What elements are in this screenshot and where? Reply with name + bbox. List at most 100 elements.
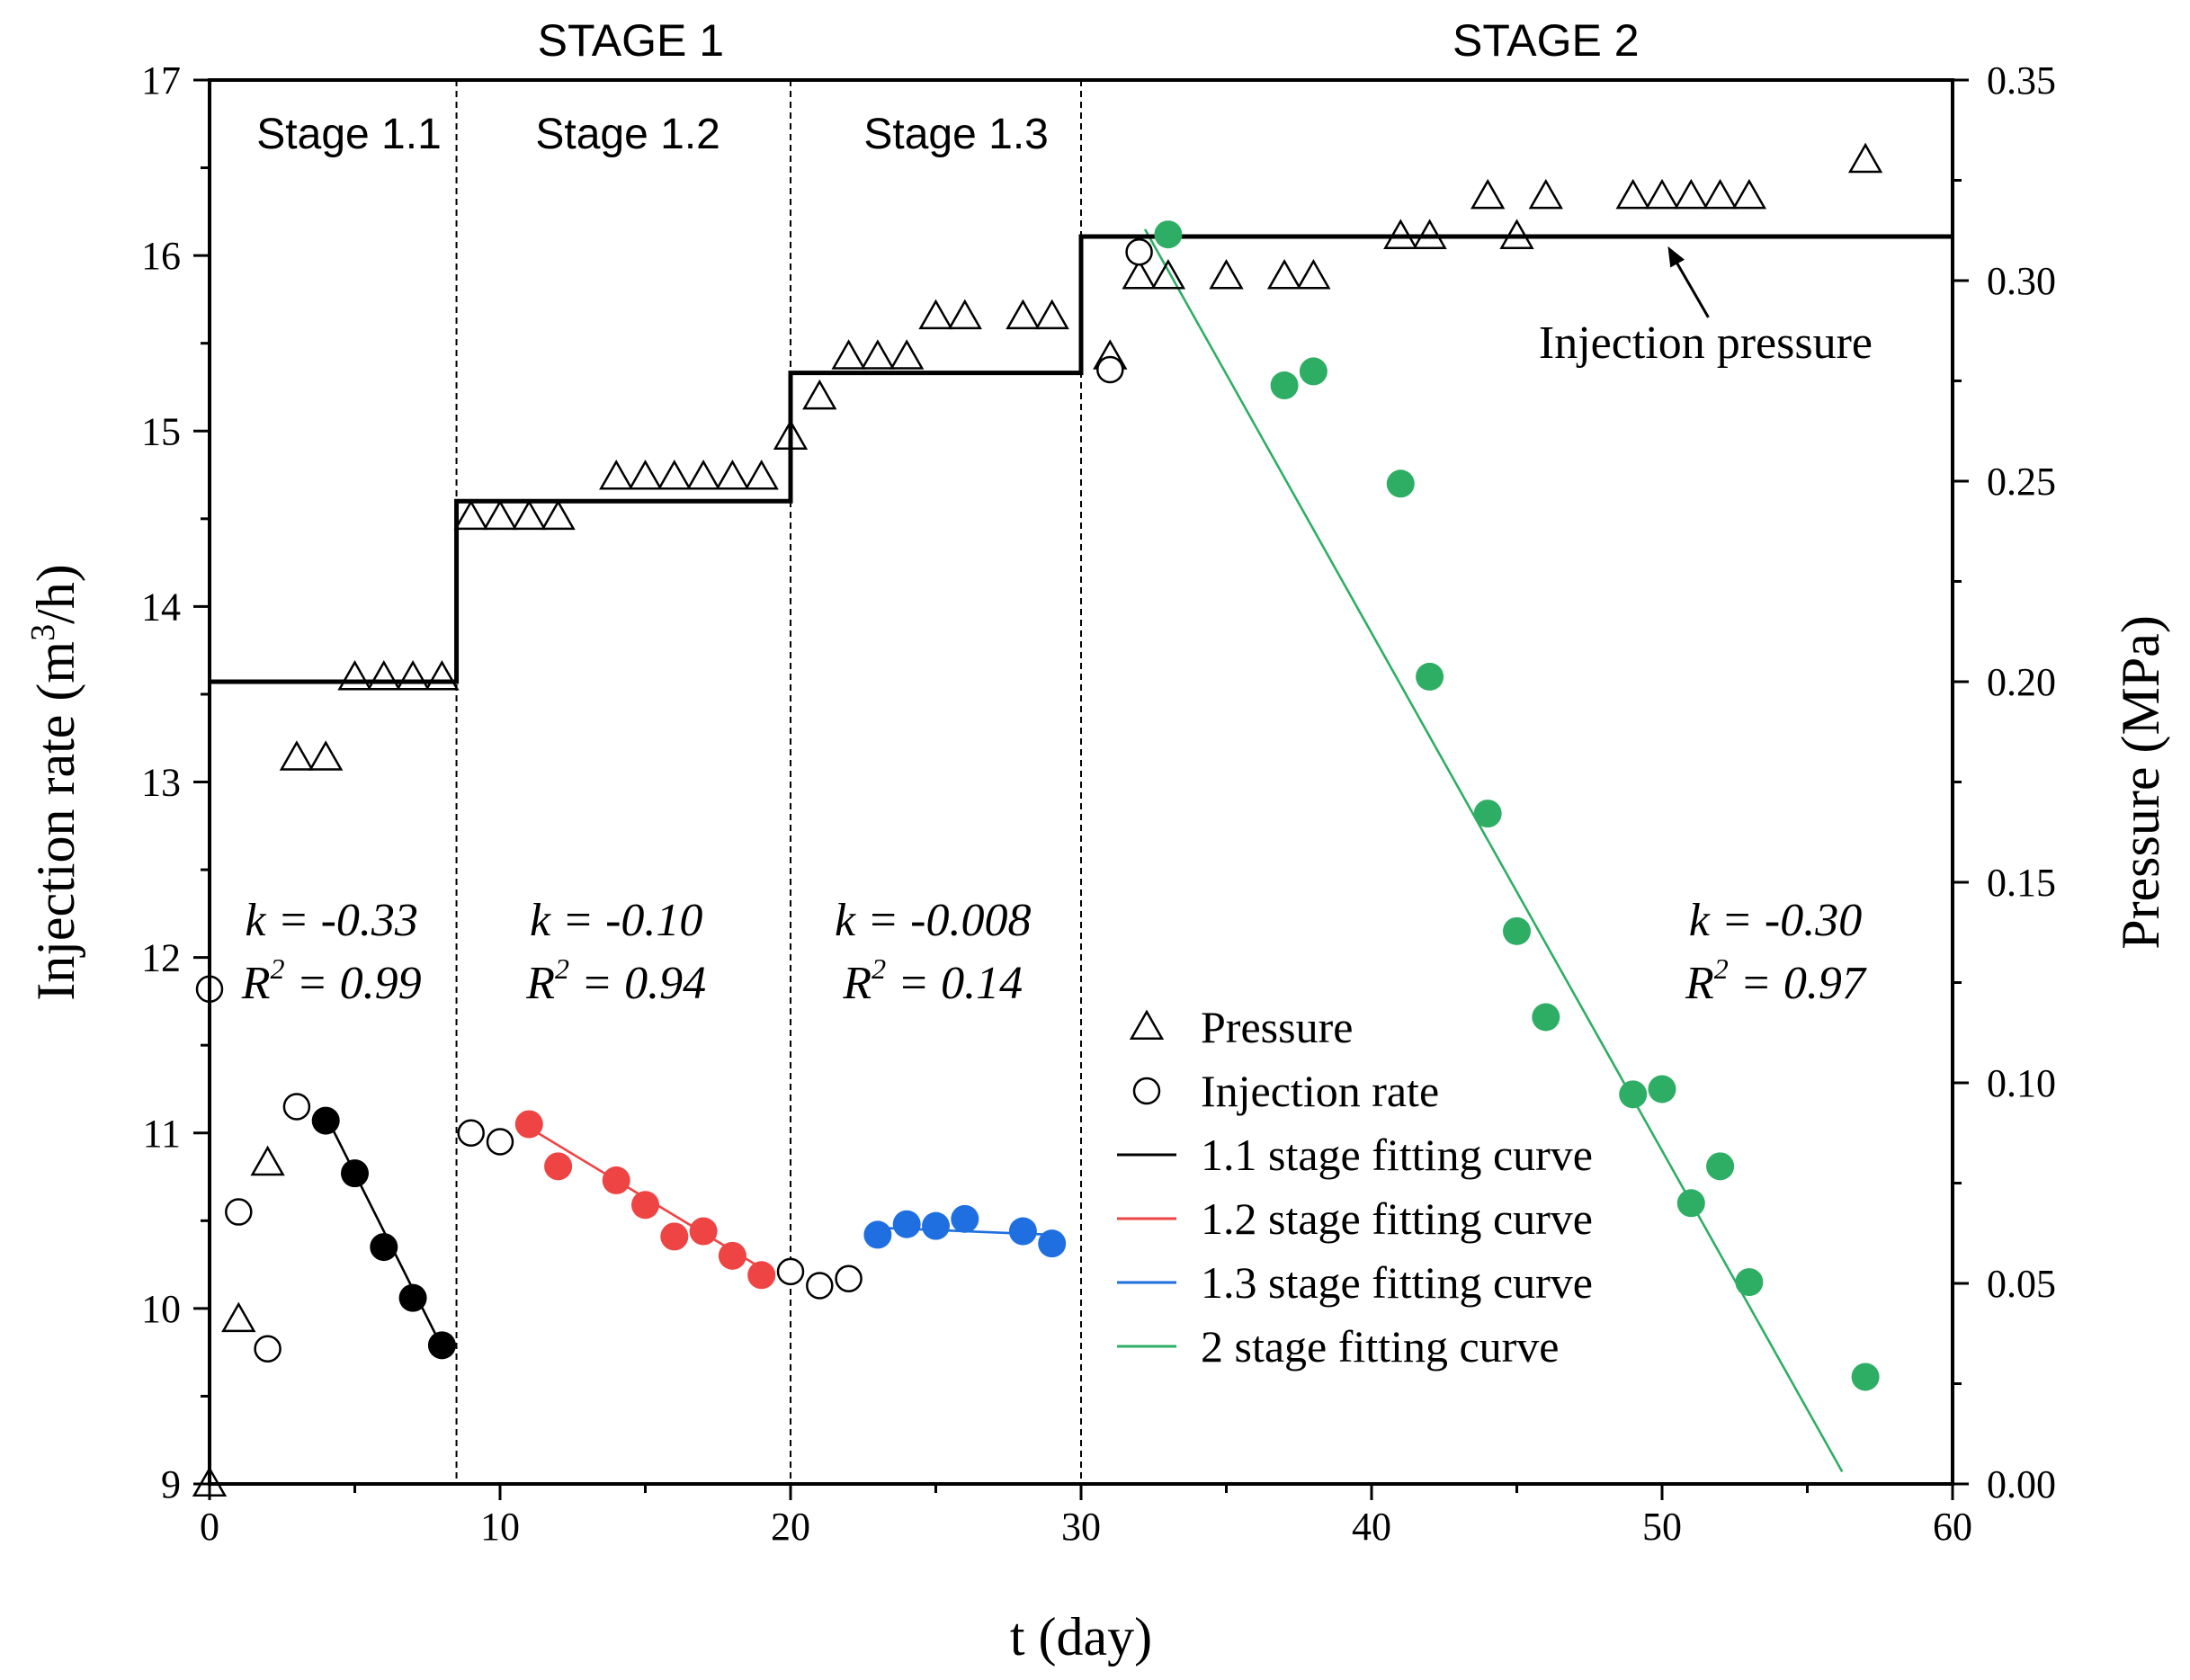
fitted-rate-point [1038,1229,1067,1258]
pressure-point [918,299,953,330]
y-right-tick-label: 0.20 [1987,660,2056,704]
y-right-tick-label: 0.05 [1987,1262,2056,1306]
stage-divider-group [455,80,1082,1484]
pressure-point [715,460,750,490]
annotation-arrow-line [1670,253,1710,318]
slope-annotation: k = -0.30 [1689,895,1863,946]
pressure-point [1122,259,1157,290]
pressure-point [773,419,809,450]
fitted-rate-point [1008,1217,1037,1246]
fitted-rate-point [922,1211,950,1240]
fitted-rate-point [1503,916,1531,945]
r-squared-superscript: 2 [872,952,886,985]
r-squared-annotation: R2 = 0.97 [1685,952,1867,1009]
fitted-rate-point [1676,1189,1705,1218]
y-left-axis-title: Injection rate (m3/h) [24,564,85,1000]
r-squared-label: R [842,958,872,1009]
y-left-tick-label: 15 [141,409,181,453]
fitted-rate-point [602,1166,630,1194]
r-squared-value: = 0.14 [886,958,1023,1009]
fitted-rate-point [951,1204,979,1233]
pressure-point [802,379,837,410]
data-point-group [192,142,1883,1497]
slope-annotation: k = -0.33 [245,895,418,946]
x-tick-label: 60 [1933,1505,1972,1549]
pressure-point [541,499,576,531]
y-left-tick-label: 12 [141,936,181,980]
fitted-rate-point [311,1106,340,1135]
x-tick-label: 50 [1642,1505,1682,1549]
pressure-point [512,499,547,531]
y-left-tick-label: 13 [141,761,181,805]
y-right-tick-label: 0.30 [1987,259,2056,303]
fitted-rate-point [1416,662,1444,691]
legend-label: Injection rate [1201,1066,1439,1116]
y-left-tick-label: 9 [161,1462,181,1506]
stage-title: STAGE 2 [1453,15,1639,66]
y-left-tick-label: 14 [141,585,181,629]
y-left-axis-title-superscript: 3 [24,624,62,641]
pressure-point [482,499,518,531]
fitted-rate-point [1532,1003,1560,1032]
pressure-point [1470,178,1506,210]
fitted-rate-point [514,1110,543,1139]
pressure-point [1266,259,1302,290]
legend-label: 1.1 stage fitting curve [1201,1130,1593,1180]
x-tick-label: 20 [771,1505,810,1549]
fitted-rate-point [1386,469,1415,498]
slope-annotation: k = -0.008 [835,895,1032,946]
pressure-point [308,740,344,771]
y-left-axis-title-part: Injection rate (m [26,641,85,1001]
legend-label: 1.2 stage fitting curve [1201,1193,1593,1244]
fitted-rate-point [1299,357,1327,386]
substage-label: Stage 1.3 [863,111,1049,158]
r-squared-annotation: R2 = 0.99 [241,952,422,1009]
pressure-point [599,460,634,490]
fitted-rate-point [1270,371,1299,400]
r-squared-label: R [525,958,555,1009]
fitted-rate-point [341,1159,369,1188]
pressure-point [1674,178,1709,210]
pressure-point [366,660,401,691]
injection-rate-point [1125,237,1153,266]
fitted-rate-point [1706,1152,1735,1181]
r-squared-value: = 0.99 [284,958,421,1009]
legend-label: 1.3 stage fitting curve [1201,1257,1593,1308]
pressure-point [1383,219,1418,249]
fitted-rate-point [689,1217,718,1246]
injection-rate-point [282,1093,311,1121]
pressure-point [250,1145,285,1176]
pressure-point [425,660,460,691]
legend: Pressure Injection rate 1.1 stage fitting … [1117,1002,1593,1372]
r-squared-superscript: 2 [1714,952,1729,985]
pressure-point [1296,259,1331,290]
injection-rate-point [1096,355,1124,384]
fitted-rate-point [544,1152,573,1181]
y-right-tick-label: 0.00 [1987,1462,2056,1506]
pressure-point [1847,142,1883,174]
injection-rate-point [225,1198,253,1226]
pressure-point [1528,178,1563,210]
pressure-point [831,339,866,370]
pressure-point [1615,178,1650,210]
x-tick-label: 40 [1352,1505,1391,1549]
pressure-point [395,660,431,691]
fitted-rate-point [427,1331,456,1360]
injection-rate-point [776,1257,805,1286]
r-squared-label: R [241,958,271,1009]
y-left-tick-label: 16 [141,234,181,278]
x-tick-label: 0 [200,1505,219,1549]
legend-pressure-icon [1129,1009,1165,1040]
stage-title: STAGE 1 [538,15,724,66]
slope-annotation: k = -0.10 [530,895,703,946]
substage-label: Stage 1.2 [535,111,720,158]
pressure-point [744,460,779,490]
x-axis-title: t (day) [1010,1607,1152,1667]
fitted-rate-point [747,1261,776,1290]
r-squared-annotation: R2 = 0.94 [525,952,706,1009]
fitted-rate-point [1851,1363,1880,1391]
substage-label: Stage 1.1 [256,111,442,158]
x-tick-label: 10 [480,1505,520,1549]
